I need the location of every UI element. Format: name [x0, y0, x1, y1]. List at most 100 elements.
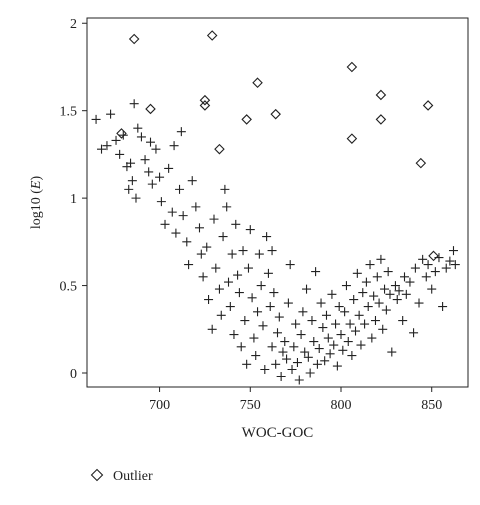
data-point-cross: [187, 176, 197, 186]
data-point-cross: [302, 284, 312, 294]
data-point-cross: [233, 270, 243, 280]
data-point-cross: [194, 223, 204, 233]
data-point-cross: [352, 268, 362, 278]
data-point-cross: [209, 214, 219, 224]
data-point-cross: [151, 144, 161, 154]
data-point-cross: [276, 372, 286, 382]
data-point-cross: [282, 354, 292, 364]
data-point-cross: [336, 330, 346, 340]
data-point-cross: [155, 172, 165, 182]
data-point-cross: [136, 132, 146, 142]
data-point-outlier: [346, 61, 358, 73]
y-axis-label: log10 (E): [29, 176, 44, 230]
data-point-cross: [253, 307, 263, 317]
data-point-cross: [291, 319, 301, 329]
data-point-cross: [332, 361, 342, 371]
data-point-cross: [305, 368, 315, 378]
data-point-cross: [184, 260, 194, 270]
data-point-cross: [294, 375, 304, 385]
data-point-cross: [298, 307, 308, 317]
data-point-cross: [214, 284, 224, 294]
data-point-cross: [450, 260, 460, 270]
data-point-cross: [133, 123, 143, 133]
legend-diamond-icon: [90, 468, 104, 482]
data-point-outlier: [422, 100, 434, 111]
data-point-cross: [414, 298, 424, 308]
data-point-outlier: [428, 250, 439, 262]
data-point-cross: [124, 184, 134, 194]
data-point-cross: [156, 197, 166, 207]
data-point-cross: [410, 263, 420, 273]
data-point-cross: [400, 272, 409, 282]
data-point-cross: [243, 263, 253, 273]
data-point-cross: [438, 302, 448, 312]
data-point-cross: [218, 232, 228, 242]
data-point-cross: [198, 272, 208, 282]
data-point-cross: [448, 246, 458, 256]
data-point-cross: [271, 359, 281, 369]
y-tick-label: 2: [70, 17, 77, 32]
y-tick-label: 1.5: [60, 105, 78, 120]
y-tick-label: 0.5: [60, 280, 78, 295]
data-point-cross: [196, 249, 206, 259]
data-point-cross: [390, 281, 400, 291]
x-axis-label: WOC-GOC: [242, 425, 314, 441]
data-point-outlier: [145, 103, 156, 115]
data-point-cross: [160, 219, 170, 229]
data-point-cross: [351, 326, 361, 336]
data-point-cross: [274, 312, 284, 322]
data-point-cross: [91, 114, 101, 124]
data-point-cross: [227, 249, 237, 259]
data-point-cross: [211, 263, 221, 273]
data-point-cross: [423, 260, 433, 270]
data-point-outlier: [270, 108, 281, 120]
data-point-cross: [265, 302, 275, 312]
data-point-cross: [409, 328, 419, 338]
data-point-cross: [312, 359, 322, 369]
data-point-cross: [222, 202, 232, 212]
data-point-cross: [175, 184, 185, 194]
data-point-outlier: [346, 133, 358, 144]
data-point-cross: [327, 289, 337, 299]
data-point-cross: [292, 358, 302, 368]
data-point-cross: [430, 267, 440, 277]
data-point-cross: [376, 254, 386, 264]
axes-layer: 700 750 800 850 0 0.5 1 1.5 2: [60, 17, 443, 413]
data-point-cross: [405, 277, 415, 287]
data-point-cross: [147, 179, 157, 189]
data-point-cross: [102, 141, 112, 151]
data-point-outlier: [252, 77, 263, 88]
data-point-cross: [427, 284, 437, 294]
data-point-cross: [311, 267, 321, 277]
data-point-outlier: [415, 157, 427, 169]
data-point-cross: [343, 337, 353, 347]
data-point-cross: [340, 307, 350, 317]
data-point-cross: [334, 302, 344, 312]
data-point-cross: [316, 298, 326, 308]
data-point-cross: [323, 333, 333, 343]
data-point-cross: [171, 228, 181, 238]
data-point-cross: [176, 127, 186, 137]
data-point-cross: [367, 333, 377, 343]
data-point-cross: [300, 347, 310, 357]
data-point-cross: [269, 288, 279, 298]
data-point-cross: [387, 347, 397, 357]
data-point-cross: [347, 351, 357, 361]
data-point-cross: [445, 256, 455, 266]
data-point-cross: [267, 246, 277, 256]
data-point-cross: [320, 356, 330, 366]
data-point-cross: [374, 298, 384, 308]
data-point-cross: [363, 302, 373, 312]
data-point-outlier: [375, 114, 387, 125]
data-point-outlier: [116, 128, 127, 139]
data-point-outlier: [128, 33, 140, 45]
data-point-cross: [287, 365, 297, 375]
data-point-cross: [349, 295, 359, 305]
data-point-cross: [236, 342, 246, 352]
data-point-cross: [307, 316, 317, 326]
y-axis-label-suffix: ): [29, 176, 44, 181]
data-point-cross: [115, 149, 125, 159]
data-point-cross: [164, 163, 174, 173]
legend-label-outlier: Outlier: [113, 469, 153, 484]
